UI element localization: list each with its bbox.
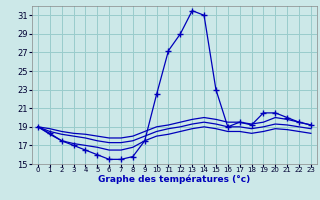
X-axis label: Graphe des températures (°c): Graphe des températures (°c) bbox=[98, 175, 251, 184]
